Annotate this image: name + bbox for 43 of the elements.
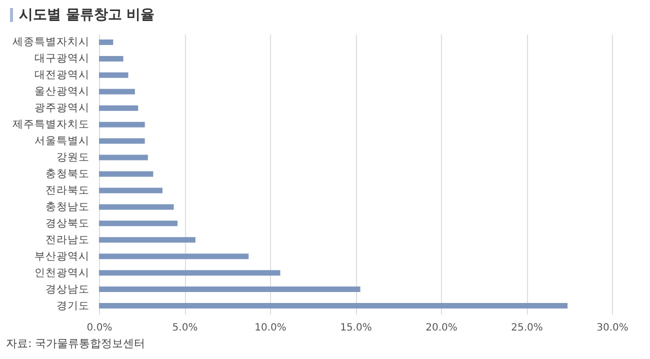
bar — [99, 105, 138, 111]
bar — [99, 220, 178, 226]
y-tick-label: 경상남도 — [46, 283, 90, 296]
y-tick-label: 전라남도 — [46, 234, 90, 246]
text: 자료: 국가물류통합정보센터 — [6, 336, 146, 351]
y-tick-label: 제주특별자치도 — [12, 118, 90, 131]
bar — [99, 303, 568, 309]
x-tick-label: 15.0% — [340, 322, 372, 334]
bar — [99, 204, 174, 210]
y-tick-label: 부산광역시 — [34, 250, 90, 262]
y-tick-label: 대구광역시 — [34, 52, 90, 65]
x-tick-label: 0.0% — [86, 322, 112, 334]
bar — [99, 254, 249, 260]
y-tick-label: 인천광역시 — [34, 266, 90, 279]
bar — [99, 154, 148, 160]
bar — [99, 237, 196, 243]
x-tick-label: 25.0% — [511, 322, 543, 334]
y-tick-label: 충청북도 — [46, 168, 90, 180]
chart-title: 시도별 물류창고 비율 — [19, 6, 155, 24]
y-tick-label: 경상북도 — [46, 217, 90, 230]
y-tick-label: 서울특별시 — [34, 135, 90, 148]
bar — [99, 72, 128, 78]
y-tick-label: 강원도 — [56, 152, 90, 164]
bar — [99, 171, 154, 177]
x-tick-label: 10.0% — [254, 322, 286, 334]
bar — [99, 138, 145, 144]
y-tick-label: 대전광역시 — [34, 69, 90, 82]
x-tick-label: 30.0% — [596, 322, 628, 334]
x-tick-label: 20.0% — [426, 322, 458, 334]
bar — [99, 88, 135, 94]
y-tick-label: 울산광역시 — [34, 86, 90, 98]
y-tick-label: 전라북도 — [46, 184, 90, 196]
y-tick-label: 경기도 — [56, 300, 90, 312]
y-tick-label: 충청남도 — [46, 200, 90, 213]
y-tick-label: 세종특별자치시 — [12, 36, 90, 48]
bar — [99, 188, 162, 194]
x-tick-label: 5.0% — [172, 322, 198, 334]
bar — [99, 270, 280, 276]
y-tick-label: 광주광역시 — [34, 102, 90, 114]
bar — [99, 122, 145, 128]
bar — [99, 56, 124, 62]
bar — [99, 286, 360, 292]
bar — [99, 39, 114, 45]
